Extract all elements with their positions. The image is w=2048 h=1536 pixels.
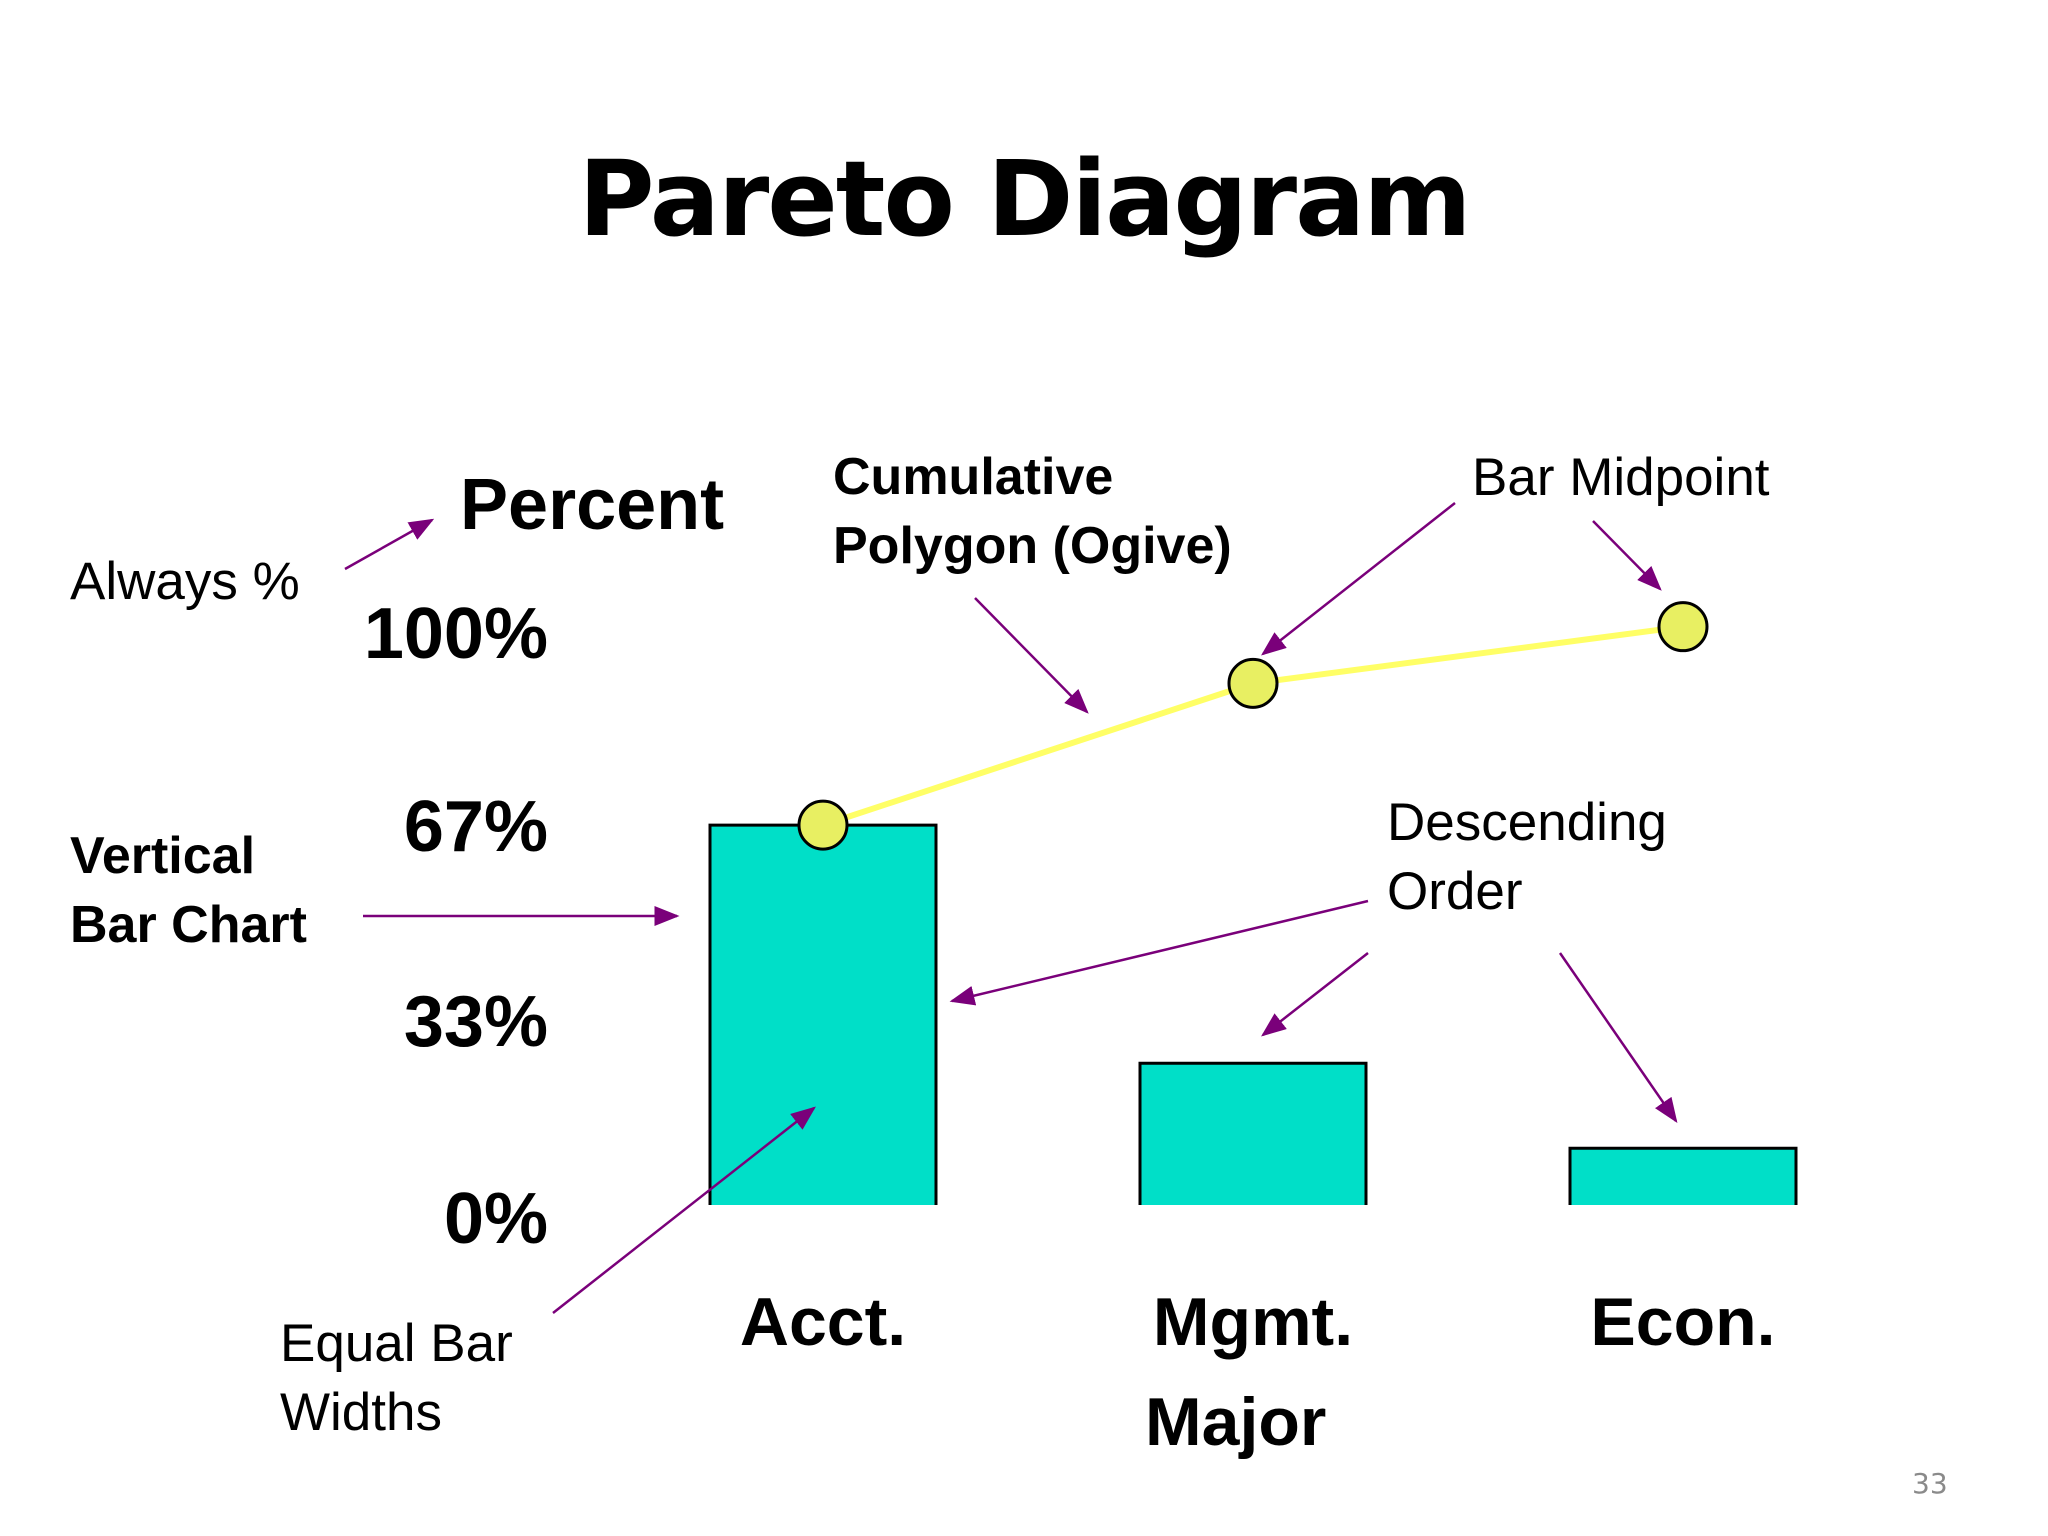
arrow-bar-midpoint-2 [1592, 520, 1662, 591]
annotation-always-percent: Always % [70, 552, 300, 611]
y-tick-label: 67% [403, 787, 548, 867]
arrow-descending-order-3 [1558, 952, 1678, 1124]
arrow-cumulative-polygon [974, 597, 1089, 714]
arrow-always-percent [344, 518, 435, 571]
arrow-descending-order-1 [949, 899, 1369, 1006]
bar-mgmt [1138, 1061, 1368, 1205]
y-tick-label: 33% [403, 982, 548, 1062]
annotation-descending-line1: Descending [1387, 793, 1667, 852]
ogive-point [797, 799, 849, 851]
ogive-point [1227, 657, 1279, 709]
x-axis-label: Major [1145, 1384, 1327, 1460]
annotation-cumulative-line1: Cumulative [833, 448, 1114, 506]
annotation-equal-line2: Widths [280, 1383, 442, 1442]
arrow-descending-order-2 [1261, 952, 1369, 1037]
x-category-label: Mgmt. [1152, 1284, 1354, 1360]
y-axis-label: Percent [460, 465, 725, 545]
annotation-vertical-line1: Vertical [70, 827, 256, 885]
slide-number: 33 [1912, 1467, 1948, 1500]
annotation-bar-midpoint: Bar Midpoint [1472, 448, 1770, 507]
annotation-descending-line2: Order [1387, 862, 1523, 921]
bar-acct [708, 823, 938, 1205]
x-category-label: Acct. [739, 1284, 907, 1360]
annotation-vertical-line2: Bar Chart [70, 896, 307, 954]
ogive-point [1657, 601, 1709, 653]
bar-econ [1568, 1146, 1798, 1205]
y-tick-label: 0% [443, 1179, 548, 1259]
x-category-label: Econ. [1590, 1284, 1776, 1360]
annotation-cumulative-line2: Polygon (Ogive) [833, 517, 1232, 575]
y-tick-label: 100% [363, 594, 548, 674]
arrow-equal-bar-widths [552, 1106, 816, 1314]
annotation-equal-line1: Equal Bar [280, 1314, 513, 1373]
arrow-bar-midpoint-1 [1261, 502, 1456, 656]
slide-title: Pareto Diagram [578, 138, 1471, 260]
